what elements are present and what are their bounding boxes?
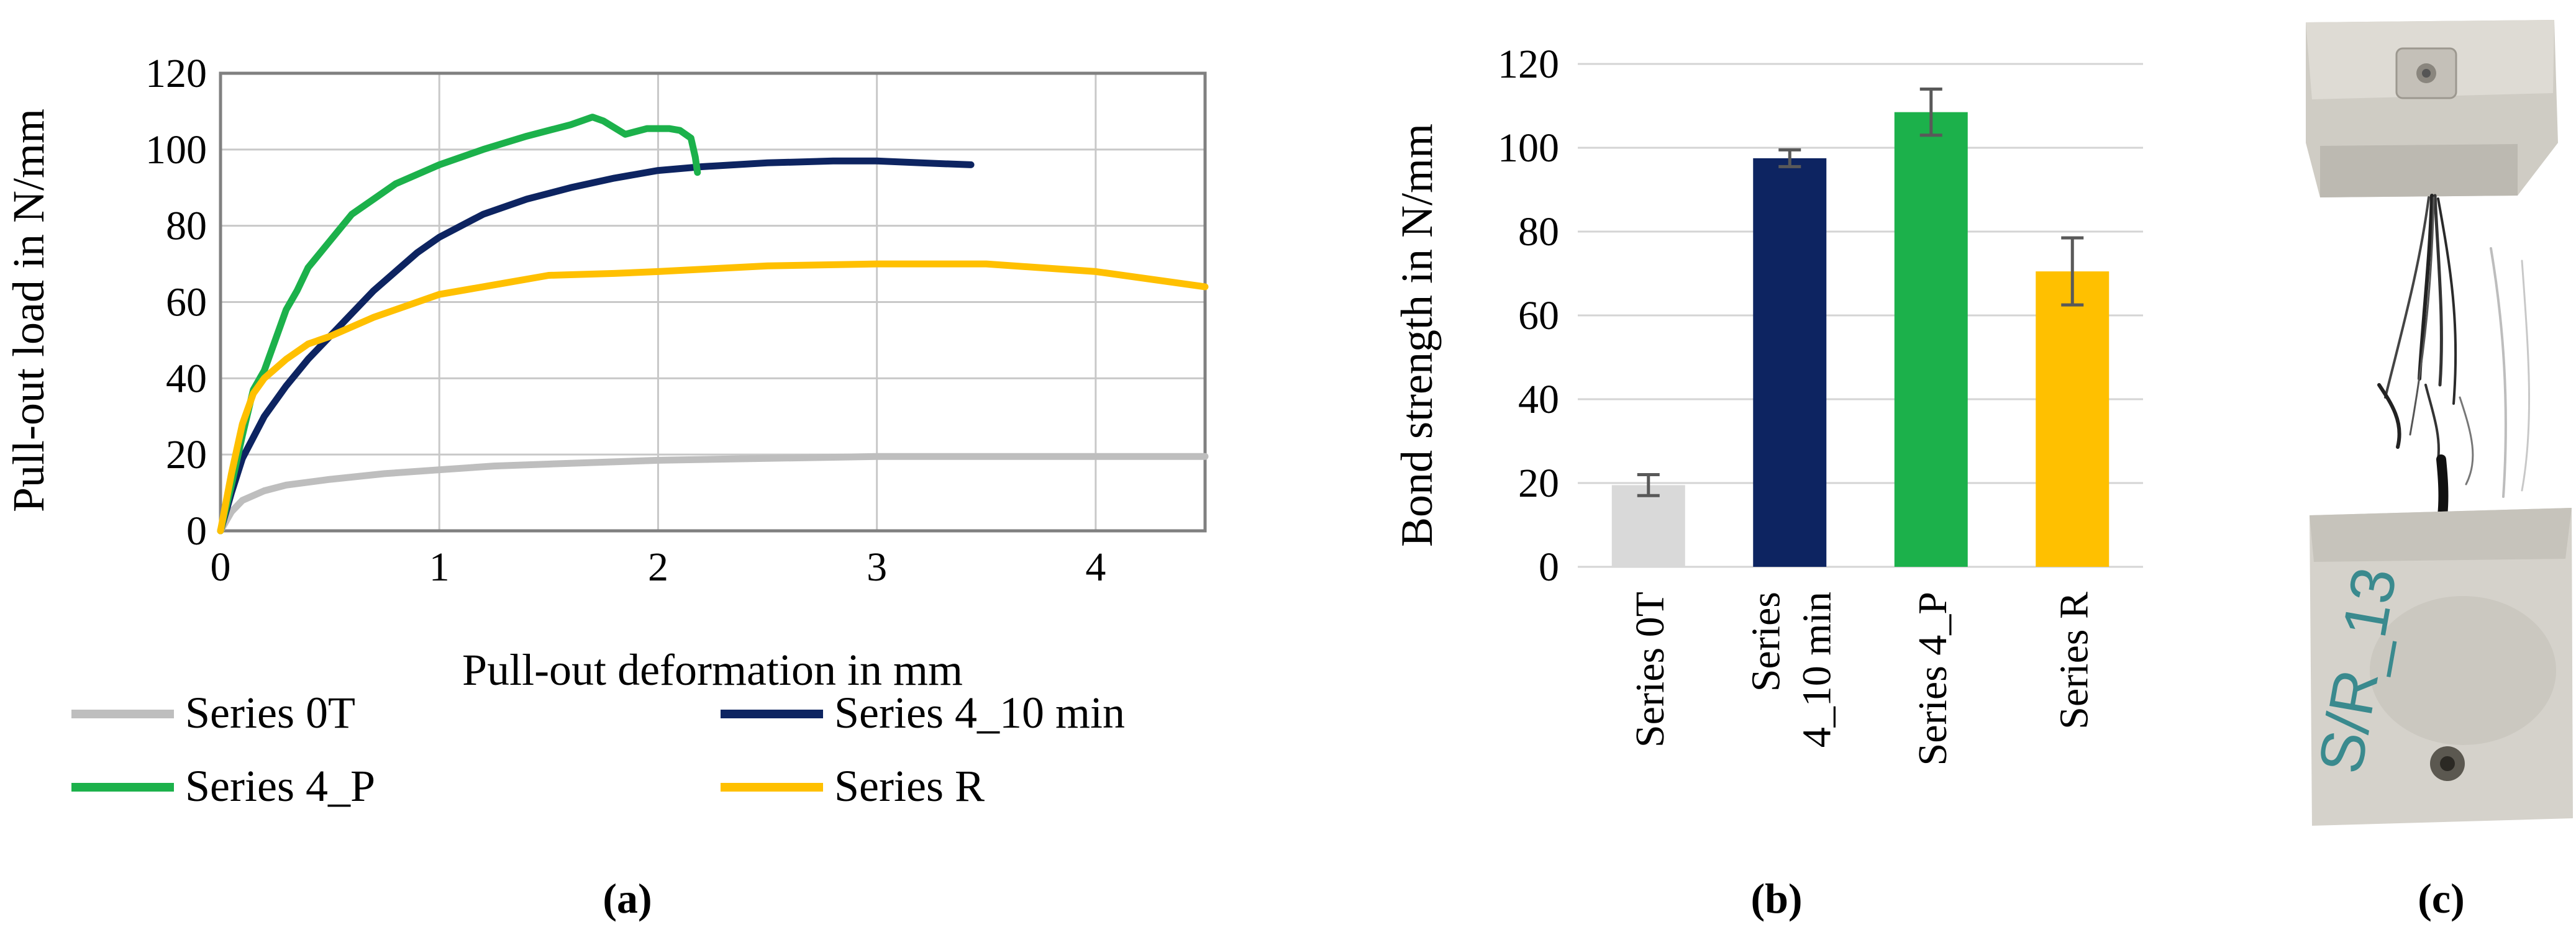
textile-fibers bbox=[2377, 194, 2531, 520]
bar-chart-y-axis-title: Bond strength in N/mm bbox=[1392, 124, 1442, 547]
panel-b-label: (b) bbox=[1750, 875, 1802, 922]
line-chart-plot-frame bbox=[219, 71, 1207, 533]
y-tick-label: 120 bbox=[145, 51, 207, 96]
series-line-series-4-p bbox=[217, 114, 701, 535]
bar bbox=[2036, 271, 2109, 567]
bar-chart-bars bbox=[1611, 88, 2109, 567]
bar bbox=[1753, 158, 1827, 567]
x-tick-label: 3 bbox=[867, 544, 887, 590]
bottom-concrete-block: S/R_13 bbox=[2305, 508, 2573, 826]
legend-label: Series 0T bbox=[185, 688, 355, 738]
legend-label: Series 4_P bbox=[185, 761, 375, 811]
y-tick-label: 40 bbox=[166, 356, 207, 401]
y-tick-label: 20 bbox=[166, 432, 207, 477]
y-tick-label: 0 bbox=[1539, 544, 1559, 590]
top-concrete-block bbox=[2306, 20, 2558, 197]
y-tick-label: 100 bbox=[145, 127, 207, 173]
y-tick-label: 40 bbox=[1518, 377, 1559, 422]
y-tick-label: 100 bbox=[1498, 125, 1559, 171]
y-tick-label: 80 bbox=[1518, 209, 1559, 255]
line-chart-y-tick-labels: 0 20 40 60 80 100 120 bbox=[145, 51, 207, 554]
legend-label: Series 4_10 min bbox=[834, 688, 1125, 738]
category-label: Series R bbox=[2051, 592, 2096, 729]
y-tick-label: 60 bbox=[1518, 293, 1559, 338]
category-label: Series 4_P bbox=[1910, 592, 1955, 766]
x-tick-label: 1 bbox=[429, 544, 450, 590]
line-chart-y-axis-title: Pull-out load in N/mm bbox=[4, 109, 53, 512]
x-tick-label: 4 bbox=[1085, 544, 1106, 590]
series-line-series-4-10-min bbox=[217, 157, 975, 535]
line-chart-series bbox=[217, 114, 1209, 535]
y-tick-label: 0 bbox=[186, 508, 207, 554]
bar-chart-category-labels: Series 0T Series 4_10 min Series 4_P Series … bbox=[1627, 592, 2097, 766]
panel-a-label: (a) bbox=[603, 875, 652, 922]
series-line-series-0t bbox=[217, 453, 1209, 535]
category-label: 4_10 min bbox=[1794, 592, 1839, 748]
y-tick-label: 120 bbox=[1498, 42, 1559, 87]
y-tick-label: 80 bbox=[166, 204, 207, 249]
bar bbox=[1611, 485, 1685, 567]
line-chart-panel: 0 20 40 60 80 100 120 0 1 2 3 4 Pull-out deformati… bbox=[4, 51, 1209, 922]
panel-c-label: (c) bbox=[2418, 875, 2464, 922]
category-label: Series 0T bbox=[1627, 592, 1673, 748]
legend-label: Series R bbox=[834, 761, 985, 811]
series-line-series-r bbox=[217, 260, 1209, 535]
line-chart-legend: Series 0T Series 4_10 min Series 4_P Series… bbox=[71, 688, 1125, 811]
bar bbox=[1894, 112, 1968, 567]
bar-chart-y-tick-labels: 0 20 40 60 80 100 120 bbox=[1498, 42, 1559, 590]
x-tick-label: 0 bbox=[211, 544, 231, 590]
specimen-photo: S/R_13 (c) bbox=[2305, 20, 2573, 922]
category-label: Series bbox=[1743, 592, 1788, 692]
x-tick-label: 2 bbox=[648, 544, 668, 590]
y-tick-label: 60 bbox=[166, 280, 207, 325]
y-tick-label: 20 bbox=[1518, 461, 1559, 506]
line-chart-x-tick-labels: 0 1 2 3 4 bbox=[211, 544, 1106, 590]
line-chart-x-axis-title: Pull-out deformation in mm bbox=[462, 645, 963, 695]
